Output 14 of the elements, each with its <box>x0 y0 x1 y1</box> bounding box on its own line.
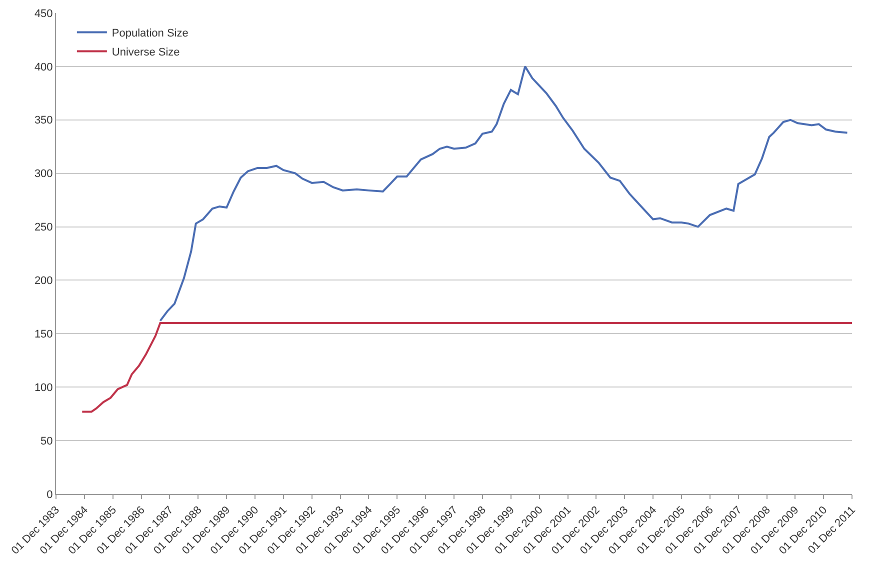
line-series <box>81 322 852 413</box>
y-tick-label: 300 <box>34 168 53 180</box>
y-tick-label: 400 <box>34 61 53 74</box>
y-tick-label: 450 <box>34 8 53 20</box>
y-tick-label: 250 <box>34 222 53 234</box>
y-tick-label: 50 <box>40 435 53 448</box>
y-tick-label: 350 <box>34 114 53 127</box>
y-tick-label: 200 <box>34 275 53 288</box>
legend-label: Universe Size <box>112 46 180 59</box>
line-series <box>159 65 848 322</box>
y-tick-label: 150 <box>34 328 53 341</box>
legend-label: Population Size <box>112 28 188 40</box>
y-tick-label: 0 <box>46 488 53 501</box>
y-tick-label: 100 <box>34 382 53 394</box>
